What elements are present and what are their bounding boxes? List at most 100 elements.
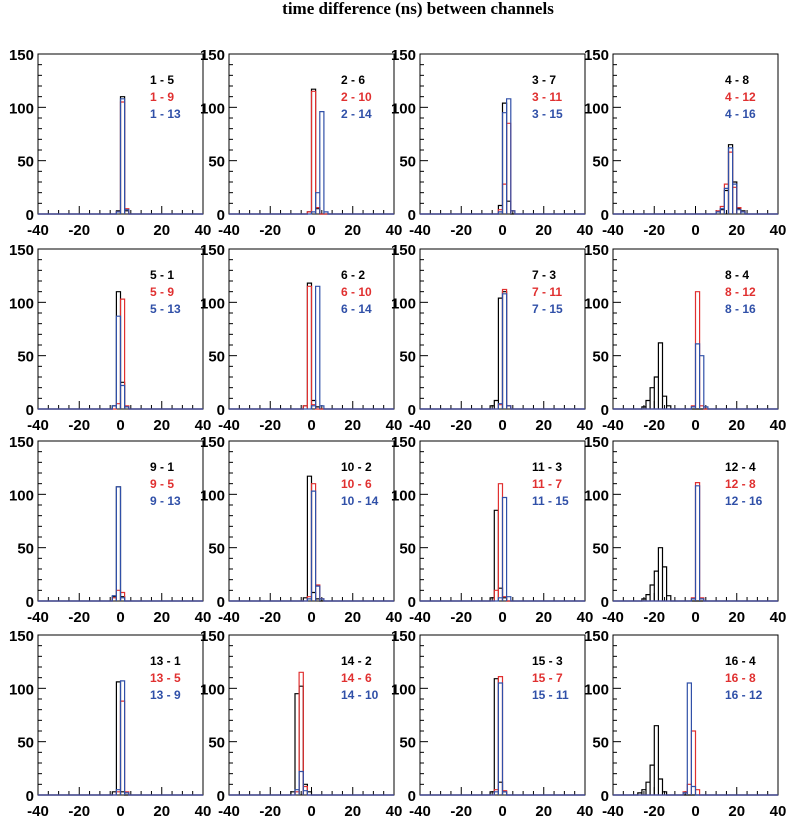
x-tick-label: 20 [728,417,745,434]
y-tick-label: 100 [391,681,416,698]
y-tick-label: 0 [217,402,225,419]
panel-7: -40 -20 0 20 40 0 50 100 150 7 - 3 7 - 11 7 - 15 [391,242,593,434]
legend-entry: 7 - 15 [532,302,563,316]
y-tick-label: 0 [408,402,416,419]
x-tick-label: 20 [344,222,361,239]
panel-12: -40 -20 0 20 40 0 50 100 150 12 - 4 12 - 8 12 - 16 [584,434,786,626]
y-tick-label: 0 [408,594,416,611]
legend-entry: 10 - 2 [341,460,372,474]
legend-entry: 16 - 12 [725,688,763,702]
x-tick-label: 0 [691,609,699,626]
y-tick-label: 50 [17,154,34,171]
x-tick-label: 20 [535,803,552,819]
x-tick-label: 40 [195,609,212,626]
y-tick-label: 150 [391,628,416,645]
y-tick-label: 0 [26,402,34,419]
legend-entry: 11 - 15 [532,494,569,508]
y-tick-label: 0 [26,594,34,611]
y-tick-label: 50 [592,154,609,171]
y-tick-label: 100 [584,295,609,312]
x-tick-label: -40 [602,803,624,819]
y-tick-label: 150 [200,628,225,645]
y-tick-label: 0 [601,402,609,419]
legend-entry: 3 - 15 [532,107,563,121]
x-tick-label: -40 [218,803,240,819]
x-tick-label: 20 [344,609,361,626]
y-tick-label: 150 [391,434,416,451]
x-tick-label: -40 [602,609,624,626]
legend-entry: 5 - 9 [150,285,174,299]
x-tick-label: -40 [218,609,240,626]
legend-entry: 9 - 1 [150,460,174,474]
legend-entry: 11 - 3 [532,460,562,474]
y-tick-label: 50 [208,541,225,558]
legend-entry: 15 - 3 [532,654,563,668]
y-tick-label: 50 [592,735,609,752]
legend-entry: 11 - 7 [532,477,562,491]
x-tick-label: -20 [643,609,665,626]
legend-entry: 8 - 12 [725,285,756,299]
x-tick-label: 0 [691,417,699,434]
y-tick-label: 50 [399,154,416,171]
x-tick-label: 20 [728,609,745,626]
y-tick-label: 50 [592,349,609,366]
x-tick-label: 20 [535,222,552,239]
x-tick-label: -40 [409,803,431,819]
x-tick-label: -20 [68,417,90,434]
x-tick-label: -20 [450,609,472,626]
series-9-13 [38,486,203,602]
x-tick-label: 20 [535,609,552,626]
y-tick-label: 50 [17,541,34,558]
series-1-13 [38,98,203,215]
panel-6: -40 -20 0 20 40 0 50 100 150 6 - 2 6 - 10 6 - 14 [200,242,402,434]
panel-1: -40 -20 0 20 40 0 50 100 150 1 - 5 1 - 9 1 - 13 [9,47,211,239]
x-tick-label: -40 [27,803,49,819]
y-tick-label: 150 [391,242,416,259]
panel-14: -40 -20 0 20 40 0 50 100 150 14 - 2 14 - 6 14 - 10 [200,628,402,819]
y-tick-label: 150 [9,434,34,451]
x-tick-label: 20 [344,803,361,819]
x-tick-label: 40 [577,222,594,239]
panel-8: -40 -20 0 20 40 0 50 100 150 8 - 4 8 - 12 8 - 16 [584,242,786,434]
legend-entry: 13 - 5 [150,671,181,685]
legend-entry: 12 - 4 [725,460,756,474]
x-tick-label: 0 [116,803,124,819]
y-tick-label: 0 [408,788,416,805]
x-tick-label: 40 [577,609,594,626]
x-tick-label: 40 [386,609,403,626]
panel-2: -40 -20 0 20 40 0 50 100 150 2 - 6 2 - 10 2 - 14 [200,47,402,239]
x-tick-label: -40 [218,417,240,434]
legend-entry: 13 - 1 [150,654,181,668]
series-15-11 [420,682,585,796]
series-11-15 [420,496,585,602]
y-tick-label: 0 [217,594,225,611]
legend-entry: 15 - 11 [532,688,569,702]
legend-entry: 5 - 13 [150,302,181,316]
legend-entry: 6 - 10 [341,285,372,299]
legend-entry: 7 - 11 [532,285,562,299]
x-tick-label: 40 [386,803,403,819]
legend-entry: 2 - 14 [341,107,372,121]
y-tick-label: 100 [9,681,34,698]
legend-entry: 12 - 16 [725,494,763,508]
y-tick-label: 150 [200,434,225,451]
y-tick-label: 0 [26,788,34,805]
legend-entry: 14 - 10 [341,688,379,702]
series-7-15 [420,293,585,410]
x-tick-label: -20 [259,222,281,239]
panel-5: -40 -20 0 20 40 0 50 100 150 5 - 1 5 - 9 5 - 13 [9,242,211,434]
legend-entry: 14 - 2 [341,654,372,668]
x-tick-label: -20 [643,803,665,819]
x-tick-label: 0 [307,609,315,626]
series-16-12 [613,682,778,796]
panel-10: -40 -20 0 20 40 0 50 100 150 10 - 2 10 - 6 10 - 14 [200,434,402,626]
y-tick-label: 100 [9,295,34,312]
legend-entry: 2 - 10 [341,90,372,104]
series-12-16 [613,485,778,602]
x-tick-label: 0 [498,609,506,626]
x-tick-label: 0 [116,609,124,626]
x-tick-label: -20 [259,609,281,626]
panel-frame [612,53,779,215]
x-tick-label: 0 [498,803,506,819]
